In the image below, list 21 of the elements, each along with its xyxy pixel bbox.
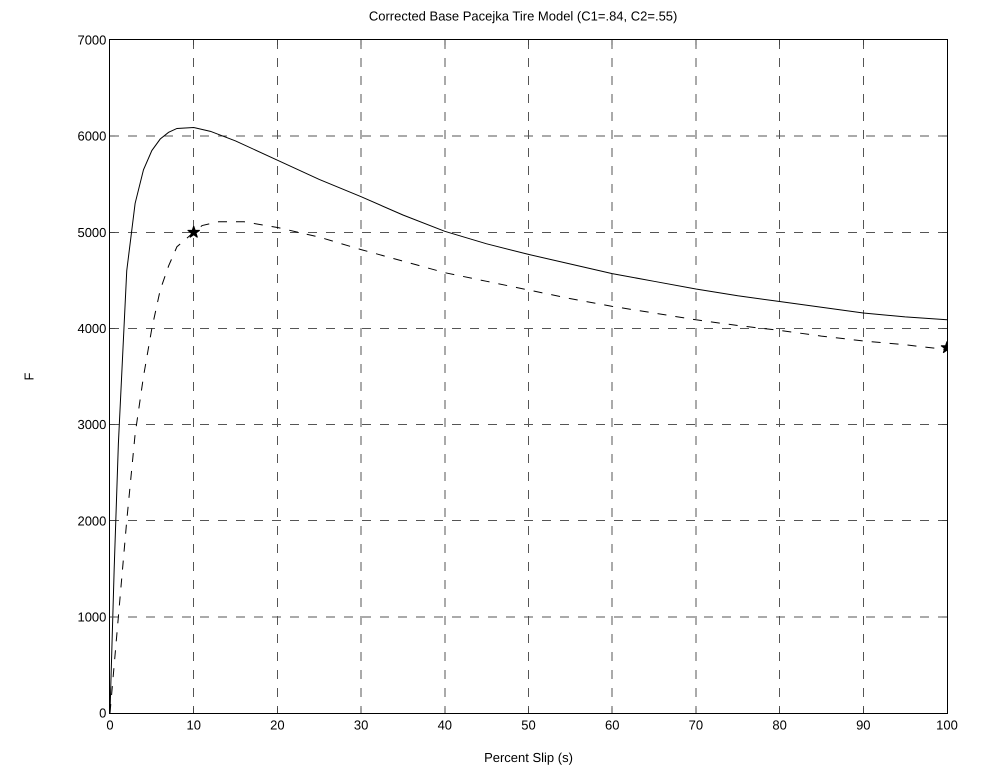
x-tick-label: 20 (270, 718, 285, 733)
y-tick-label: 2000 (77, 513, 106, 528)
y-tick-label: 3000 (77, 417, 106, 432)
y-tick-label: 5000 (77, 224, 106, 240)
x-tick-label: 70 (688, 718, 704, 733)
y-tick-label: 6000 (77, 128, 106, 144)
x-tick-label: 50 (521, 718, 536, 733)
y-tick-label: 4000 (77, 320, 106, 336)
chart-title: Corrected Base Pacejka Tire Model (C1=.84, C2=.55) (368, 8, 678, 24)
x-axis-title: Percent Slip (s) (484, 750, 573, 765)
y-axis-title: F (21, 372, 36, 380)
x-tick-label: 100 (936, 718, 958, 733)
y-tick-label: 7000 (77, 32, 106, 48)
y-tick-label: 0 (99, 706, 106, 721)
x-tick-label: 80 (772, 718, 787, 733)
y-tick-label: 1000 (77, 609, 106, 624)
x-tick-label: 60 (604, 718, 620, 733)
x-tick-label: 10 (186, 718, 201, 733)
x-tick-label: 30 (354, 718, 368, 733)
x-tick-label: 40 (438, 718, 452, 733)
x-tick-label: 90 (856, 718, 871, 733)
